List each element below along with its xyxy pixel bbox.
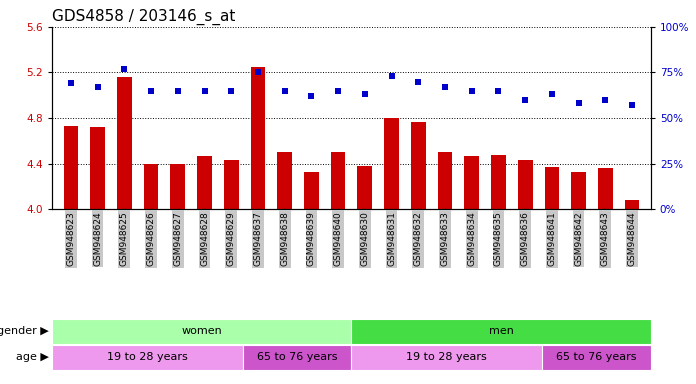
Text: GSM948624: GSM948624 bbox=[93, 212, 102, 266]
Point bbox=[145, 88, 157, 94]
Text: age ▶: age ▶ bbox=[16, 352, 49, 362]
Point bbox=[333, 88, 344, 94]
Bar bbox=[544, 167, 560, 209]
Bar bbox=[542, 345, 651, 370]
Bar bbox=[358, 166, 372, 209]
Bar bbox=[143, 164, 159, 209]
Point bbox=[172, 88, 183, 94]
Text: GSM948629: GSM948629 bbox=[227, 212, 236, 266]
Text: GSM948633: GSM948633 bbox=[441, 212, 450, 266]
Point bbox=[359, 91, 370, 98]
Text: GSM948644: GSM948644 bbox=[628, 212, 637, 266]
Text: GSM948640: GSM948640 bbox=[333, 212, 342, 266]
Bar bbox=[351, 319, 651, 344]
Point bbox=[546, 91, 557, 98]
Point bbox=[439, 84, 450, 90]
Text: GSM948634: GSM948634 bbox=[467, 212, 476, 266]
Bar bbox=[197, 156, 212, 209]
Bar bbox=[251, 67, 265, 209]
Bar bbox=[598, 168, 612, 209]
Point bbox=[306, 93, 317, 99]
Bar bbox=[117, 77, 132, 209]
Bar bbox=[518, 160, 532, 209]
Text: women: women bbox=[182, 326, 222, 336]
Text: 19 to 28 years: 19 to 28 years bbox=[107, 352, 188, 362]
Bar bbox=[491, 154, 506, 209]
Bar bbox=[304, 172, 319, 209]
Text: GSM948628: GSM948628 bbox=[200, 212, 209, 266]
Bar bbox=[52, 319, 351, 344]
Text: GSM948623: GSM948623 bbox=[66, 212, 75, 266]
Point bbox=[573, 101, 584, 107]
Bar bbox=[63, 126, 78, 209]
Text: GDS4858 / 203146_s_at: GDS4858 / 203146_s_at bbox=[52, 9, 235, 25]
Text: GSM948626: GSM948626 bbox=[147, 212, 156, 266]
Bar bbox=[171, 164, 185, 209]
Point bbox=[600, 97, 611, 103]
Bar bbox=[243, 345, 351, 370]
Point bbox=[226, 88, 237, 94]
Text: GSM948642: GSM948642 bbox=[574, 212, 583, 266]
Point bbox=[626, 102, 638, 108]
Text: GSM948635: GSM948635 bbox=[494, 212, 503, 266]
Point bbox=[199, 88, 210, 94]
Point bbox=[279, 88, 290, 94]
Point bbox=[119, 66, 130, 72]
Point bbox=[413, 79, 424, 85]
Text: GSM948630: GSM948630 bbox=[361, 212, 370, 266]
Bar bbox=[277, 152, 292, 209]
Text: GSM948638: GSM948638 bbox=[280, 212, 289, 266]
Bar bbox=[90, 127, 105, 209]
Point bbox=[520, 97, 531, 103]
Text: GSM948639: GSM948639 bbox=[307, 212, 316, 266]
Text: GSM948637: GSM948637 bbox=[253, 212, 262, 266]
Point bbox=[386, 73, 397, 79]
Bar bbox=[464, 156, 479, 209]
Text: GSM948631: GSM948631 bbox=[387, 212, 396, 266]
Text: 65 to 76 years: 65 to 76 years bbox=[556, 352, 637, 362]
Text: GSM948643: GSM948643 bbox=[601, 212, 610, 266]
Text: GSM948636: GSM948636 bbox=[521, 212, 530, 266]
Bar bbox=[625, 200, 640, 209]
Bar bbox=[331, 152, 345, 209]
Point bbox=[65, 80, 77, 86]
Text: 19 to 28 years: 19 to 28 years bbox=[406, 352, 487, 362]
Text: GSM948625: GSM948625 bbox=[120, 212, 129, 266]
Bar bbox=[411, 121, 426, 209]
Text: GSM948632: GSM948632 bbox=[414, 212, 422, 266]
Point bbox=[92, 84, 103, 90]
Bar bbox=[52, 345, 243, 370]
Bar bbox=[224, 160, 239, 209]
Text: GSM948641: GSM948641 bbox=[547, 212, 556, 266]
Point bbox=[466, 88, 477, 94]
Bar bbox=[571, 172, 586, 209]
Bar bbox=[351, 345, 542, 370]
Point bbox=[493, 88, 504, 94]
Text: gender ▶: gender ▶ bbox=[0, 326, 49, 336]
Text: GSM948627: GSM948627 bbox=[173, 212, 182, 266]
Text: 65 to 76 years: 65 to 76 years bbox=[257, 352, 338, 362]
Bar bbox=[384, 118, 399, 209]
Text: men: men bbox=[489, 326, 514, 336]
Bar bbox=[438, 152, 452, 209]
Point bbox=[253, 70, 264, 76]
